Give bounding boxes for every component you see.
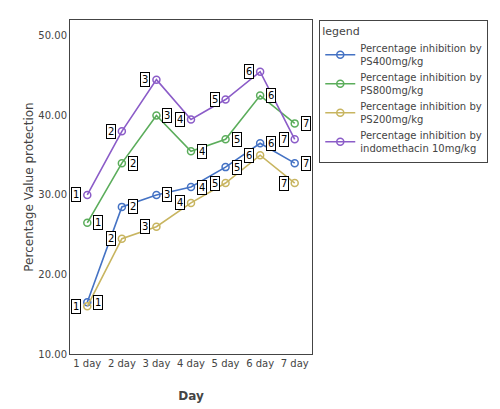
- svg-text:Percentage inhibition byPS200m: Percentage inhibition byPS200mg/kg: [360, 101, 481, 125]
- svg-text:6: 6: [268, 138, 274, 149]
- svg-text:1: 1: [73, 301, 79, 312]
- svg-text:3: 3: [164, 189, 170, 200]
- svg-text:Percentage inhibition byindome: Percentage inhibition byindomethacin 10m…: [360, 130, 481, 154]
- svg-text:7: 7: [281, 178, 287, 189]
- svg-text:2: 2: [108, 126, 114, 137]
- svg-text:30.00: 30.00: [38, 189, 67, 200]
- svg-text:2: 2: [130, 158, 136, 169]
- svg-text:7: 7: [303, 158, 309, 169]
- svg-text:Percentage Value protection: Percentage Value protection: [22, 102, 36, 271]
- svg-text:4: 4: [177, 197, 183, 208]
- svg-text:40.00: 40.00: [38, 110, 67, 121]
- svg-text:1: 1: [95, 297, 101, 308]
- svg-text:3: 3: [142, 74, 148, 85]
- svg-text:6 day: 6 day: [246, 358, 274, 369]
- svg-text:3: 3: [164, 110, 170, 121]
- svg-text:2 day: 2 day: [108, 358, 136, 369]
- svg-text:2: 2: [130, 201, 136, 212]
- svg-text:4 day: 4 day: [177, 358, 205, 369]
- svg-text:5: 5: [234, 134, 240, 145]
- svg-text:3 day: 3 day: [142, 358, 170, 369]
- svg-text:6: 6: [268, 90, 274, 101]
- svg-text:2: 2: [108, 233, 114, 244]
- svg-text:10.00: 10.00: [38, 349, 67, 360]
- svg-text:3: 3: [142, 221, 148, 232]
- svg-text:7 day: 7 day: [281, 358, 309, 369]
- svg-text:1: 1: [73, 189, 79, 200]
- svg-text:20.00: 20.00: [38, 269, 67, 280]
- svg-text:1 day: 1 day: [73, 358, 101, 369]
- svg-text:50.00: 50.00: [38, 30, 67, 41]
- svg-text:7: 7: [303, 118, 309, 129]
- svg-text:5: 5: [212, 178, 218, 189]
- svg-text:Percentage inhibition byPS800m: Percentage inhibition byPS800mg/kg: [360, 72, 481, 96]
- svg-text:5: 5: [234, 162, 240, 173]
- svg-text:7: 7: [281, 134, 287, 145]
- svg-text:legend: legend: [322, 25, 360, 38]
- svg-text:4: 4: [199, 182, 205, 193]
- svg-text:4: 4: [199, 146, 205, 157]
- svg-text:4: 4: [177, 114, 183, 125]
- svg-text:Percentage inhibition byPS400m: Percentage inhibition byPS400mg/kg: [360, 43, 481, 67]
- svg-text:1: 1: [95, 217, 101, 228]
- svg-text:6: 6: [246, 66, 252, 77]
- svg-text:5 day: 5 day: [212, 358, 240, 369]
- svg-text:6: 6: [246, 150, 252, 161]
- svg-text:Day: Day: [178, 389, 204, 403]
- svg-text:5: 5: [212, 94, 218, 105]
